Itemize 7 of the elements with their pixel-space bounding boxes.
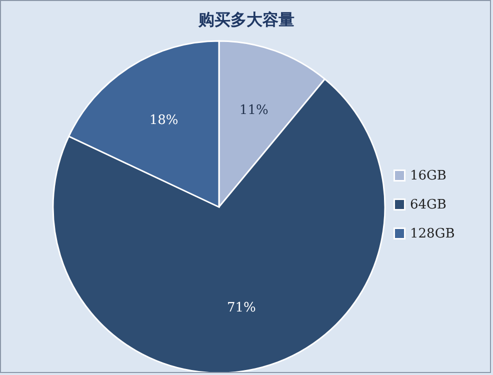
data-label: 11% — [239, 103, 268, 118]
data-label: 71% — [227, 300, 256, 316]
legend-label: 64GB — [410, 198, 446, 212]
legend-label: 128GB — [410, 226, 455, 242]
legend-label: 16GB — [410, 168, 446, 184]
data-label: 18% — [149, 113, 178, 128]
chart-title: 购买多大容量 — [198, 10, 294, 29]
